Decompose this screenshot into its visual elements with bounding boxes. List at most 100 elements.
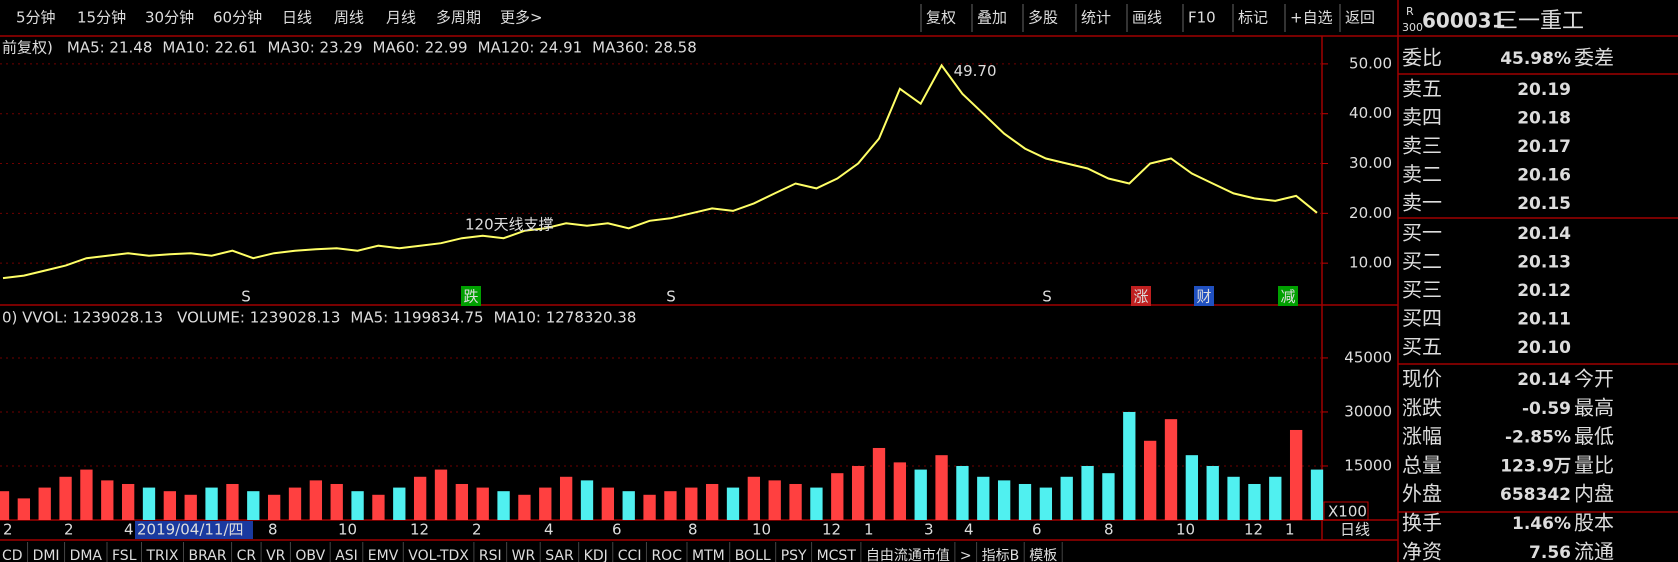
indicator-tab[interactable]: SAR [545,548,574,562]
period-tab[interactable]: 30分钟 [145,9,194,27]
y-tick-label: 20.00 [1349,204,1392,222]
volume-bar [267,494,281,520]
period-label: 日线 [1340,521,1370,539]
indicator-tab[interactable]: 自由流通市值 [866,547,950,562]
indicator-tab[interactable]: FSL [112,548,137,562]
quote-label: 卖一 [1402,191,1442,215]
volume-bar [643,494,656,520]
volume-bar [518,494,531,520]
date-label: 10 [1176,521,1195,539]
quote-label: 今开 [1574,367,1614,391]
indicator-tab[interactable]: WR [512,548,536,562]
toolbar-button[interactable]: F10 [1188,9,1216,27]
indicator-tab[interactable]: 指标B [982,548,1020,562]
quote-label: 流通 [1574,539,1614,562]
quote-value: 658342 [1500,485,1571,505]
quote-label: 卖三 [1402,134,1442,158]
quote-label: 卖四 [1402,105,1442,129]
date-label: 1 [1285,521,1295,539]
volume-bar [810,487,823,520]
toolbar-button[interactable]: 返回 [1345,9,1375,27]
quote-value: 20.16 [1517,166,1571,186]
signal-box [1131,286,1151,306]
quote-label: 最低 [1574,424,1614,448]
indicator-tab[interactable]: ROC [651,548,682,562]
volume-bar [497,491,510,520]
toolbar-button[interactable]: 画线 [1132,9,1162,27]
volume-bar [747,476,761,520]
quote-label: 涨跌 [1402,395,1442,419]
date-label: 10 [752,521,771,539]
quote-value: 1.46% [1512,514,1571,534]
legend-item: MA5: 1199834.75 [350,309,483,327]
indicator-tab[interactable]: > [960,548,972,562]
indicator-tab[interactable]: ASI [335,548,358,562]
volume-bar [789,483,802,520]
volume-bar [0,491,10,520]
date-label: 8 [688,521,698,539]
period-tab[interactable]: 15分钟 [77,9,126,27]
indicator-tab[interactable]: VOL-TDX [408,548,469,562]
indicator-tab[interactable]: MTM [692,548,725,562]
quote-value: 20.19 [1517,80,1571,100]
indicator-tab[interactable]: BRAR [189,548,227,562]
quote-value: 20.17 [1517,137,1571,157]
indicator-tab[interactable]: MCST [817,548,857,562]
date-highlight [135,521,253,539]
volume-bar [622,491,635,520]
volume-bar [38,487,51,520]
indicator-tab[interactable]: CR [237,548,257,562]
date-label: 2 [64,521,74,539]
toolbar-button[interactable]: +自选 [1290,9,1333,27]
quote-label: 委差 [1574,46,1614,70]
toolbar-button[interactable]: 统计 [1081,9,1111,27]
toolbar-button[interactable]: 叠加 [977,9,1007,27]
toolbar-button[interactable]: 标记 [1238,9,1268,27]
volume-bar [726,487,740,520]
volume-bar [351,491,364,520]
toolbar-button[interactable]: 多股 [1028,9,1058,27]
indicator-tab[interactable]: BOLL [735,548,771,562]
indicator-tab[interactable]: EMV [368,548,399,562]
date-label: 3 [924,521,934,539]
indicator-tab[interactable]: CD [2,548,23,562]
period-tab[interactable]: 60分钟 [213,9,262,27]
period-tab[interactable]: 5分钟 [16,9,56,27]
period-tab[interactable]: 月线 [386,9,416,27]
volume-bar [1164,419,1178,520]
legend-item: MA10: 22.61 [162,39,257,57]
volume-bar [288,487,302,520]
volume-bar [1227,476,1240,520]
volume-bar [1039,487,1053,520]
volume-bar [1289,429,1303,520]
date-label: 8 [1104,521,1114,539]
period-tab[interactable]: 周线 [334,9,364,27]
indicator-tab[interactable]: DMI [33,548,60,562]
toolbar-button[interactable]: 复权 [926,9,956,27]
indicator-tab[interactable]: OBV [295,548,325,562]
y-tick-label: 45000 [1344,348,1392,366]
quote-label: 买三 [1402,278,1442,302]
legend-item: VOLUME: 1239028.13 [177,309,340,327]
date-label: 2 [472,521,482,539]
indicator-tab[interactable]: TRIX [146,548,179,562]
indicator-tab[interactable]: KDJ [584,548,608,562]
period-tab[interactable]: 日线 [282,9,312,27]
period-tab[interactable]: 更多> [500,9,543,27]
volume-bar [330,483,343,520]
volume-bar [851,465,865,520]
quote-value: 123.9万 [1500,456,1571,476]
volume-bar [1018,483,1032,520]
indicator-tab[interactable]: DMA [70,548,103,562]
indicator-tab[interactable]: PSY [781,548,807,562]
indicator-tab[interactable]: 模板 [1029,548,1057,562]
volume-bar [247,491,260,520]
indicator-tab[interactable]: VR [266,548,286,562]
quote-label: 涨幅 [1402,424,1442,448]
volume-bar [1102,473,1115,520]
volume-bar [101,480,114,520]
indicator-tab[interactable]: CCI [618,548,642,562]
period-tab[interactable]: 多周期 [436,9,481,27]
volume-bar [1081,465,1094,520]
indicator-tab[interactable]: RSI [479,548,502,562]
